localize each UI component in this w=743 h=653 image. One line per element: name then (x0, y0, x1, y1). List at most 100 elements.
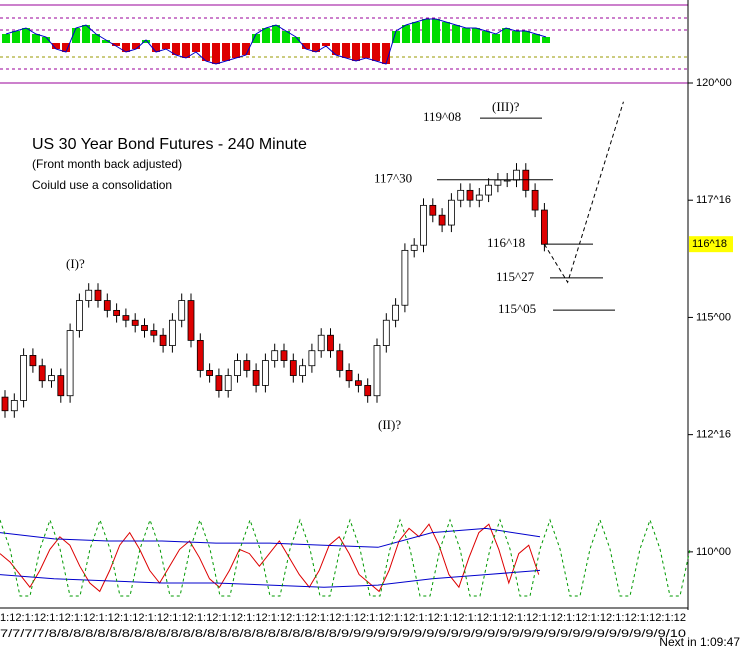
candle-body (466, 189, 474, 201)
histogram-bar (462, 28, 470, 43)
x-labels-top: 1:12:1:12:1:12:1:12:1:12:1:12:1:12:1:12:… (0, 612, 686, 624)
candle-body (447, 199, 455, 226)
oscillator-line (0, 523, 540, 593)
candle-body (131, 319, 139, 326)
histogram-bar (202, 43, 210, 61)
candle-body (196, 339, 204, 371)
candle-body (57, 375, 65, 397)
candle-body (122, 315, 130, 321)
candle-body (206, 370, 214, 376)
histogram-bar (312, 43, 320, 52)
candle-body (215, 375, 223, 391)
x-labels-bottom: 7/7/7/7/8/8/8/8/8/8/8/8/8/8/8/8/8/8/8/8/… (0, 628, 686, 640)
countdown: Next in 1:09:47 (659, 635, 740, 649)
histogram-outline (5, 18, 547, 65)
candle-body (224, 375, 232, 391)
histogram-bar (152, 43, 160, 52)
histogram-bar (2, 34, 10, 43)
level-label: 117^30 (374, 171, 412, 186)
candle-body (327, 334, 334, 352)
histogram-bar (102, 40, 110, 43)
candle-body (475, 194, 483, 201)
histogram-bar (452, 25, 460, 43)
histogram-bar (172, 43, 180, 55)
histogram-bar (292, 37, 300, 43)
histogram-bar (442, 22, 450, 43)
histogram-bar (542, 37, 550, 43)
histogram-bar (352, 43, 360, 61)
histogram-bar (12, 31, 20, 43)
candle-body (541, 209, 548, 245)
histogram-bar (472, 28, 480, 43)
candle-body (252, 370, 260, 386)
histogram-bar (282, 31, 290, 43)
histogram-bar (322, 43, 330, 46)
candle-body (392, 304, 400, 321)
histogram-bar (182, 43, 190, 58)
level-label: 119^08 (423, 109, 461, 124)
candle-body (429, 204, 437, 216)
candle-body (103, 300, 111, 311)
wave-label: (I)? (66, 256, 85, 271)
histogram-bar (42, 37, 50, 43)
candle-body (38, 365, 46, 382)
y-tick-label: 112^16 (696, 429, 731, 441)
candle-body (113, 309, 120, 316)
candle-body (420, 204, 427, 246)
histogram-bar (52, 43, 60, 49)
candle-body (503, 179, 511, 182)
candle-body (336, 350, 344, 371)
candle-body (364, 385, 372, 397)
candle-body (531, 189, 539, 211)
histogram-bar (222, 43, 230, 61)
last-price-label: 116^18 (692, 238, 727, 250)
histogram-bar (112, 43, 120, 46)
candle-body (438, 214, 446, 226)
candle-body (271, 350, 279, 361)
candle-body (522, 169, 530, 191)
histogram-bar (262, 28, 270, 43)
candle-body (234, 360, 241, 376)
histogram-bar (362, 43, 370, 58)
histogram-bar (402, 25, 410, 43)
candle-body (345, 370, 353, 382)
projection (543, 101, 624, 284)
wave-label: (II)? (378, 417, 401, 432)
histogram-bar (92, 34, 100, 43)
histogram-bar (22, 28, 30, 43)
candle-body (382, 319, 390, 346)
histogram-bar (492, 34, 500, 43)
histogram-bar (82, 25, 90, 43)
histogram-bar (342, 43, 350, 58)
candle-body (410, 244, 418, 251)
histogram-bar (72, 28, 80, 43)
y-tick-label: 117^16 (696, 194, 731, 206)
candle-body (308, 350, 316, 367)
histogram-bar (482, 31, 490, 43)
histogram-bar (162, 43, 170, 49)
candle-body (1, 396, 9, 412)
subtitle: (Front month back adjusted) (32, 157, 182, 171)
histogram-bar (382, 43, 390, 64)
candle-body (141, 324, 148, 331)
candle-body (48, 375, 55, 382)
oscillator-line (0, 518, 691, 597)
candle-body (29, 355, 37, 367)
candle-body (373, 345, 381, 397)
histogram-bar (372, 43, 380, 61)
candle-body (178, 300, 186, 321)
y-tick-label: 120^00 (696, 77, 732, 89)
last-price-box (689, 236, 733, 253)
level-label: 115^27 (496, 269, 535, 284)
candle-body (20, 355, 28, 401)
histogram-bar (522, 31, 530, 43)
y-tick-label: 110^00 (696, 546, 731, 558)
histogram-bar (252, 34, 260, 43)
candle-body (261, 360, 269, 386)
level-label: 115^05 (498, 301, 536, 316)
candle-body (299, 365, 307, 376)
histogram-bar (132, 43, 140, 49)
histogram-bar (62, 43, 70, 52)
